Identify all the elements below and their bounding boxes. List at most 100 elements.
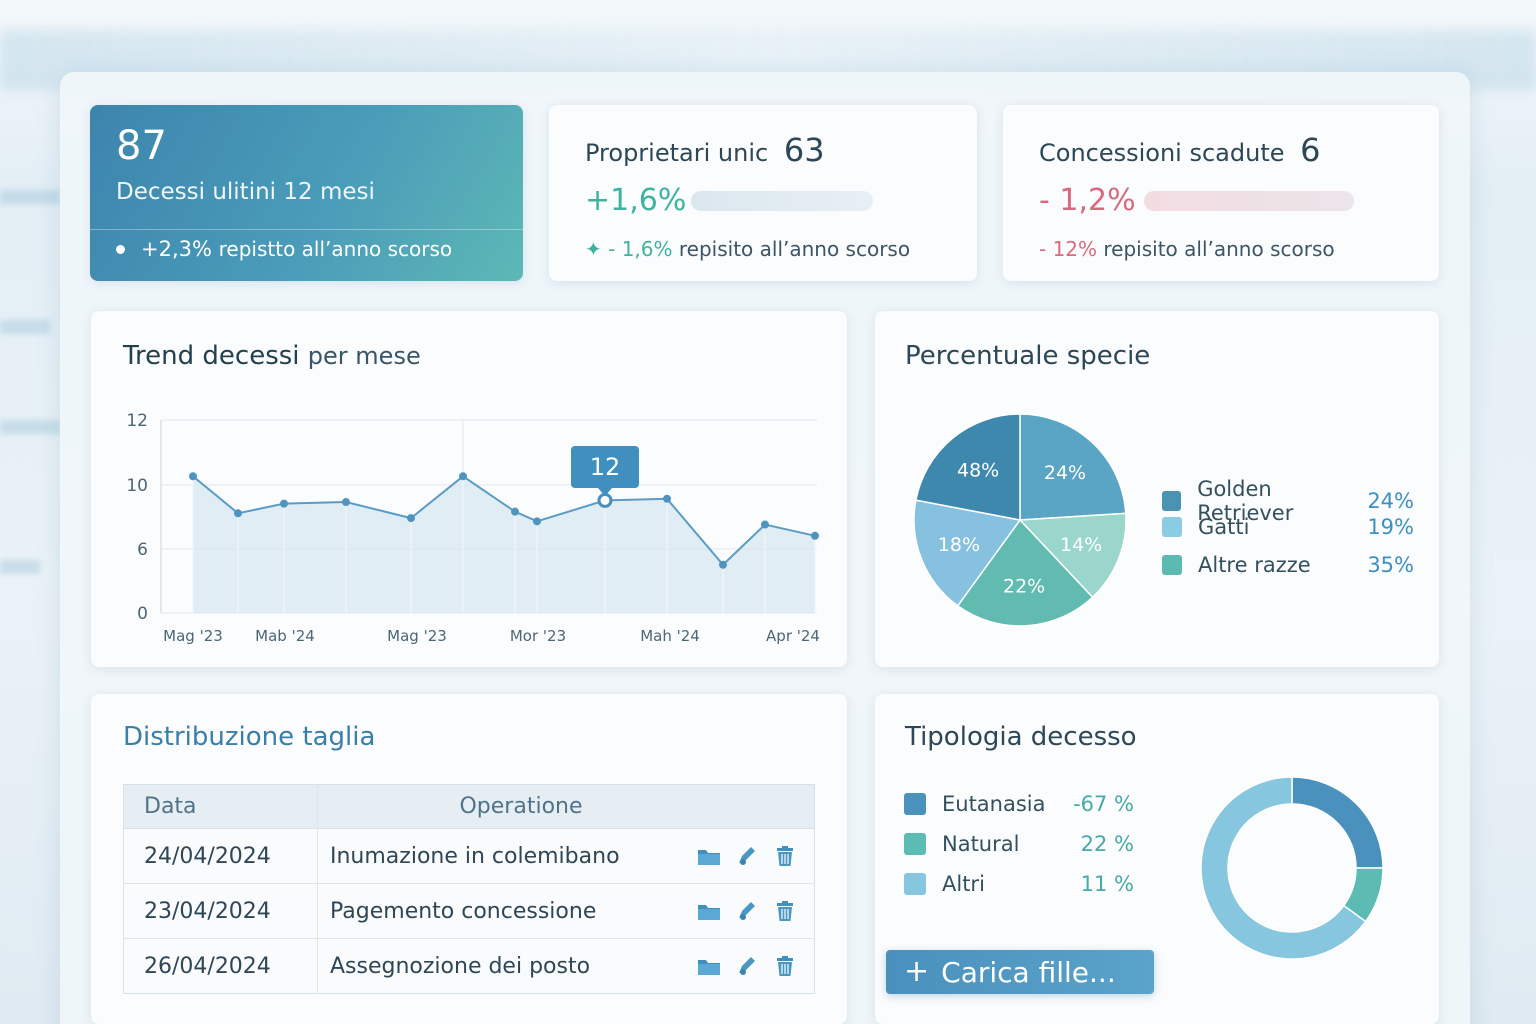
- pie-slice-label: 24%: [1044, 462, 1086, 484]
- data-point[interactable]: [663, 494, 671, 503]
- donut-slice[interactable]: [1291, 776, 1384, 869]
- legend-item[interactable]: Eutanasia -67 %: [904, 792, 1134, 816]
- donut-slice[interactable]: [1200, 776, 1367, 960]
- trash-icon[interactable]: [773, 845, 797, 867]
- legend-label: Gatti: [1198, 515, 1250, 539]
- kpi-owners-bar: [691, 191, 873, 211]
- row-date: 23/04/2024: [123, 883, 318, 939]
- legend-swatch: [904, 873, 926, 895]
- trend-title-rest: per mese: [307, 342, 421, 370]
- edit-icon[interactable]: [735, 955, 759, 977]
- row-operation: Pagemento concessione: [317, 883, 679, 939]
- column-header-date[interactable]: Data: [123, 784, 318, 829]
- legend-item[interactable]: Golden Retriever 24%: [1162, 477, 1414, 525]
- highlight-point[interactable]: [597, 492, 613, 508]
- pie-slice-label: 18%: [938, 534, 980, 556]
- data-point[interactable]: [533, 517, 541, 526]
- data-point[interactable]: [719, 560, 727, 569]
- legend-value: 22 %: [1080, 832, 1134, 856]
- trash-icon[interactable]: [773, 955, 797, 977]
- kpi-concessions-foot-delta: - 12%: [1039, 237, 1098, 261]
- kpi-concessions-footer: - 12% repisito all’anno scorso: [1039, 237, 1335, 261]
- folder-icon[interactable]: [697, 955, 721, 977]
- pie-slice[interactable]: [914, 413, 1021, 521]
- legend-value: -67 %: [1073, 792, 1134, 816]
- data-point[interactable]: [189, 472, 197, 481]
- folder-icon[interactable]: [697, 845, 721, 867]
- legend-item[interactable]: Altri 11 %: [904, 872, 1134, 896]
- edit-icon[interactable]: [735, 845, 759, 867]
- kpi-owners-card[interactable]: Proprietari unic 63 +1,6% ✦ - 1,6% repis…: [549, 105, 977, 281]
- data-point[interactable]: [811, 531, 819, 540]
- data-point[interactable]: [342, 498, 350, 507]
- x-tick-label: Apr '24: [766, 627, 820, 645]
- species-title: Percentuale specie: [905, 341, 1151, 371]
- distribution-card: Distribuzione taglia Data Operatione 24/…: [91, 694, 847, 1024]
- species-card: Percentuale specie 24% 14% 22% 18% 48% Golde…: [875, 311, 1439, 667]
- legend-swatch: [1162, 491, 1182, 511]
- table-row[interactable]: 24/04/2024 Inumazione in colemibano: [123, 828, 815, 884]
- kpi-owners-foot-note: repisito all’anno scorso: [678, 237, 911, 261]
- legend-item[interactable]: Gatti 19%: [1162, 515, 1414, 539]
- x-tick-label: Mag '23: [387, 627, 447, 645]
- legend-item[interactable]: Natural 22 %: [904, 832, 1134, 856]
- tipologia-title: Tipologia decesso: [905, 722, 1137, 752]
- pie-slice[interactable]: [1018, 512, 1127, 599]
- upload-file-button[interactable]: + Carica fille...: [886, 950, 1154, 994]
- y-tick-label: 6: [137, 540, 148, 560]
- row-operation: Assegnozione dei posto: [317, 938, 679, 994]
- column-header-operation[interactable]: Operatione: [317, 784, 815, 829]
- trash-icon[interactable]: [773, 900, 797, 922]
- table-row[interactable]: 23/04/2024 Pagemento concessione: [123, 883, 815, 939]
- tooltip-value: 12: [590, 453, 621, 481]
- y-tick-label: 0: [137, 604, 148, 624]
- x-tick-label: Mor '23: [510, 627, 566, 645]
- kpi-owners-header: Proprietari unic 63: [585, 131, 825, 169]
- table-row[interactable]: 26/04/2024 Assegnozione dei posto: [123, 938, 815, 994]
- kpi-deaths-change: +2,3%: [141, 237, 212, 261]
- data-point[interactable]: [459, 472, 467, 481]
- operations-table: Data Operatione 24/04/2024 Inumazione in…: [123, 784, 815, 994]
- legend-item[interactable]: Altre razze 35%: [1162, 553, 1414, 577]
- edit-icon[interactable]: [735, 900, 759, 922]
- kpi-concessions-delta: - 1,2%: [1039, 183, 1136, 218]
- data-point[interactable]: [234, 509, 242, 518]
- trend-area: [193, 476, 815, 613]
- kpi-concessions-value: 6: [1300, 131, 1321, 169]
- kpi-owners-label: Proprietari unic: [585, 139, 769, 167]
- legend-value: 24%: [1367, 489, 1414, 513]
- background-stripe: [0, 320, 50, 334]
- pie-slice-label: 48%: [957, 459, 999, 481]
- data-point[interactable]: [407, 514, 415, 523]
- data-point[interactable]: [511, 507, 519, 516]
- legend-value: 19%: [1367, 515, 1414, 539]
- data-point[interactable]: [280, 499, 288, 508]
- folder-icon[interactable]: [697, 900, 721, 922]
- pie-slice[interactable]: [1019, 413, 1127, 521]
- legend-swatch: [904, 793, 926, 815]
- legend-value: 35%: [1367, 553, 1414, 577]
- legend-label: Altre razze: [1198, 553, 1311, 577]
- trend-title-bold: Trend decessi: [123, 341, 300, 371]
- kpi-deaths-card[interactable]: 87 Decessi ulitini 12 mesi +2,3% repistt…: [90, 105, 523, 281]
- kpi-deaths-value: 87: [116, 123, 167, 169]
- legend-label: Altri: [942, 872, 985, 896]
- pie-slice[interactable]: [913, 499, 1022, 607]
- pie-slice[interactable]: [956, 518, 1094, 627]
- x-tick-label: Mag '23: [163, 627, 223, 645]
- kpi-owners-value: 63: [783, 131, 825, 169]
- data-point[interactable]: [761, 520, 769, 529]
- legend-swatch: [1162, 517, 1182, 537]
- legend-swatch: [904, 833, 926, 855]
- bullet-icon: [116, 244, 125, 254]
- pie-slice-label: 14%: [1060, 534, 1102, 556]
- row-operation: Inumazione in colemibano: [317, 828, 679, 884]
- legend-label: Eutanasia: [942, 792, 1046, 816]
- kpi-deaths-change-note: repistto all’anno scorso: [218, 237, 453, 261]
- tooltip-pointer: [598, 488, 612, 496]
- kpi-owners-foot-delta: - 1,6%: [608, 237, 673, 261]
- legend-value: 11 %: [1080, 872, 1134, 896]
- pie-slice-label: 22%: [1003, 576, 1045, 598]
- kpi-concessions-card[interactable]: Concessioni scadute 6 - 1,2% - 12% repis…: [1003, 105, 1439, 281]
- y-tick-label: 10: [126, 476, 148, 496]
